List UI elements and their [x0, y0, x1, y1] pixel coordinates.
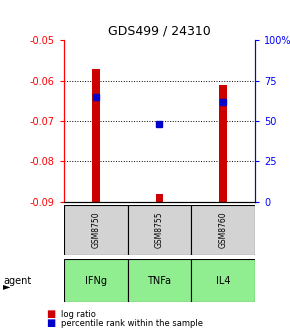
Bar	[191, 259, 255, 302]
Text: agent: agent	[3, 276, 31, 286]
Bar	[156, 194, 163, 202]
Title: GDS499 / 24310: GDS499 / 24310	[108, 25, 211, 38]
Text: GSM8750: GSM8750	[91, 212, 100, 249]
Text: log ratio: log ratio	[61, 310, 96, 319]
Text: GSM8760: GSM8760	[219, 212, 228, 249]
Bar	[64, 259, 128, 302]
Text: IL4: IL4	[216, 276, 231, 286]
Text: ■: ■	[46, 309, 56, 319]
Text: percentile rank within the sample: percentile rank within the sample	[61, 319, 203, 328]
Bar	[128, 259, 191, 302]
Text: GSM8755: GSM8755	[155, 212, 164, 249]
Bar	[191, 205, 255, 255]
Bar	[64, 205, 128, 255]
Text: ►: ►	[3, 281, 10, 291]
Text: TNFa: TNFa	[148, 276, 171, 286]
Bar	[128, 205, 191, 255]
Text: ■: ■	[46, 318, 56, 328]
Text: IFNg: IFNg	[85, 276, 107, 286]
Bar	[220, 85, 227, 202]
Bar	[92, 69, 99, 202]
